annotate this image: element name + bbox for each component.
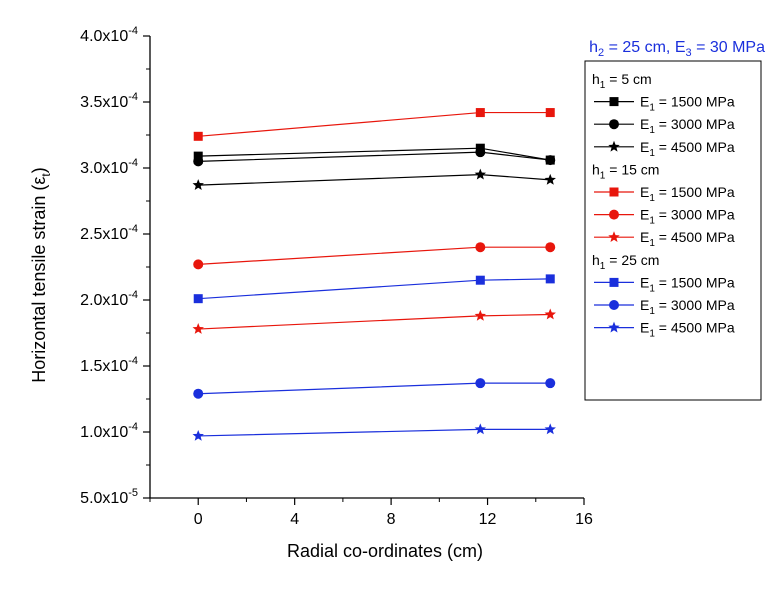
y-tick-label: 5.0x10-5	[80, 487, 138, 507]
marker-circle	[475, 147, 486, 158]
series-line	[198, 151, 551, 162]
marker-circle	[545, 155, 556, 166]
y-tick-label: 2.5x10-4	[80, 223, 138, 243]
y-ticks: 5.0x10-5 1.0x10-4 1.5x10-4 2.0x10-4 2.5x10-4…	[80, 25, 150, 507]
marker-star	[474, 423, 487, 435]
marker-star	[608, 231, 620, 243]
series-6	[193, 274, 555, 304]
series-line	[198, 246, 551, 265]
marker-star	[544, 308, 556, 320]
legend-item: E1 = 4500 MPa	[594, 229, 735, 249]
annotation-text: h2 = 25 cm, E3 = 30 MPa	[589, 39, 765, 59]
legend-item-label: E1 = 1500 MPa	[640, 274, 735, 294]
series-3	[193, 108, 555, 141]
legend-item: E1 = 1500 MPa	[594, 184, 735, 204]
series-8	[192, 423, 556, 441]
series-line	[198, 278, 551, 300]
series-line	[198, 111, 551, 137]
y-tick-label: 2.0x10-4	[80, 289, 138, 309]
marker-circle	[475, 242, 486, 253]
series-line	[198, 173, 551, 186]
series-line	[198, 313, 551, 330]
marker-star	[192, 323, 204, 334]
marker-square	[193, 131, 203, 141]
y-tick-label: 1.5x10-4	[80, 355, 138, 375]
series-7	[193, 378, 556, 399]
marker-square	[545, 274, 555, 284]
marker-square	[193, 151, 203, 161]
y-axis-label-sub: t	[39, 173, 53, 177]
x-tick-label: 8	[387, 511, 396, 528]
series-line	[198, 382, 551, 395]
legend-item-label: E1 = 4500 MPa	[640, 139, 735, 159]
marker-star	[192, 429, 204, 441]
legend-group-title: h1 = 25 cm	[592, 252, 659, 272]
marker-star	[192, 179, 204, 191]
y-tick-label: 4.0x10-4	[80, 25, 138, 45]
y-tick-label: 3.5x10-4	[80, 91, 138, 111]
legend-box	[584, 60, 762, 401]
legend-item-label: E1 = 3000 MPa	[640, 116, 735, 136]
marker-square	[193, 294, 203, 304]
data-series	[192, 108, 556, 441]
y-tick-label: 3.0x10-4	[80, 157, 138, 177]
marker-star	[608, 321, 620, 333]
marker-star	[544, 173, 556, 185]
marker-circle	[475, 378, 486, 389]
marker-star	[544, 423, 556, 435]
legend-group-title: h1 = 5 cm	[592, 71, 652, 91]
marker-star	[474, 309, 487, 321]
legend-item-label: E1 = 1500 MPa	[640, 94, 735, 114]
series-line	[198, 428, 551, 437]
marker-square	[475, 108, 485, 118]
marker-circle	[609, 119, 619, 130]
marker-square	[609, 277, 619, 287]
legend-item: E1 = 4500 MPa	[594, 320, 735, 340]
marker-square	[475, 275, 485, 285]
legend-item: E1 = 3000 MPa	[594, 297, 735, 317]
legend-item: E1 = 1500 MPa	[594, 94, 735, 114]
legend-group-title: h1 = 15 cm	[592, 161, 659, 181]
marker-circle	[193, 259, 204, 270]
x-tick-label: 16	[575, 511, 593, 528]
series-2	[192, 168, 556, 191]
x-axis-label: Radial co-ordinates (cm)	[287, 541, 483, 561]
marker-circle	[545, 242, 556, 253]
marker-circle	[609, 300, 619, 310]
x-tick-label: 12	[479, 511, 497, 528]
legend-item-label: E1 = 4500 MPa	[640, 320, 735, 340]
legend-item-label: E1 = 4500 MPa	[640, 229, 735, 249]
x-ticks: 0 4 8 12 16	[149, 498, 593, 528]
x-tick-label: 0	[194, 511, 203, 528]
legend-item: E1 = 4500 MPa	[594, 139, 735, 159]
y-axis-label: Horizontal tensile strain (εt)	[29, 167, 53, 382]
series-1	[193, 147, 556, 167]
legend-item-label: E1 = 3000 MPa	[640, 297, 735, 317]
legend-item: E1 = 1500 MPa	[594, 274, 735, 294]
marker-square	[609, 187, 619, 197]
marker-square	[545, 108, 555, 118]
legend-item-label: E1 = 1500 MPa	[640, 184, 735, 204]
marker-star	[608, 140, 620, 152]
y-axis-label-main: Horizontal tensile strain (ε	[29, 177, 49, 383]
legend-item: E1 = 3000 MPa	[594, 207, 735, 227]
marker-circle	[193, 156, 204, 167]
marker-circle	[609, 209, 619, 220]
marker-circle	[545, 378, 556, 389]
legend-item: E1 = 3000 MPa	[594, 116, 735, 136]
series-4	[193, 242, 556, 270]
series-5	[192, 308, 556, 334]
marker-circle	[193, 388, 204, 399]
legend-item-label: E1 = 3000 MPa	[640, 207, 735, 227]
marker-square	[609, 97, 619, 107]
y-tick-label: 1.0x10-4	[80, 421, 138, 441]
x-tick-label: 4	[290, 511, 299, 528]
y-axis-label-close: )	[29, 167, 49, 173]
marker-star	[474, 168, 487, 180]
